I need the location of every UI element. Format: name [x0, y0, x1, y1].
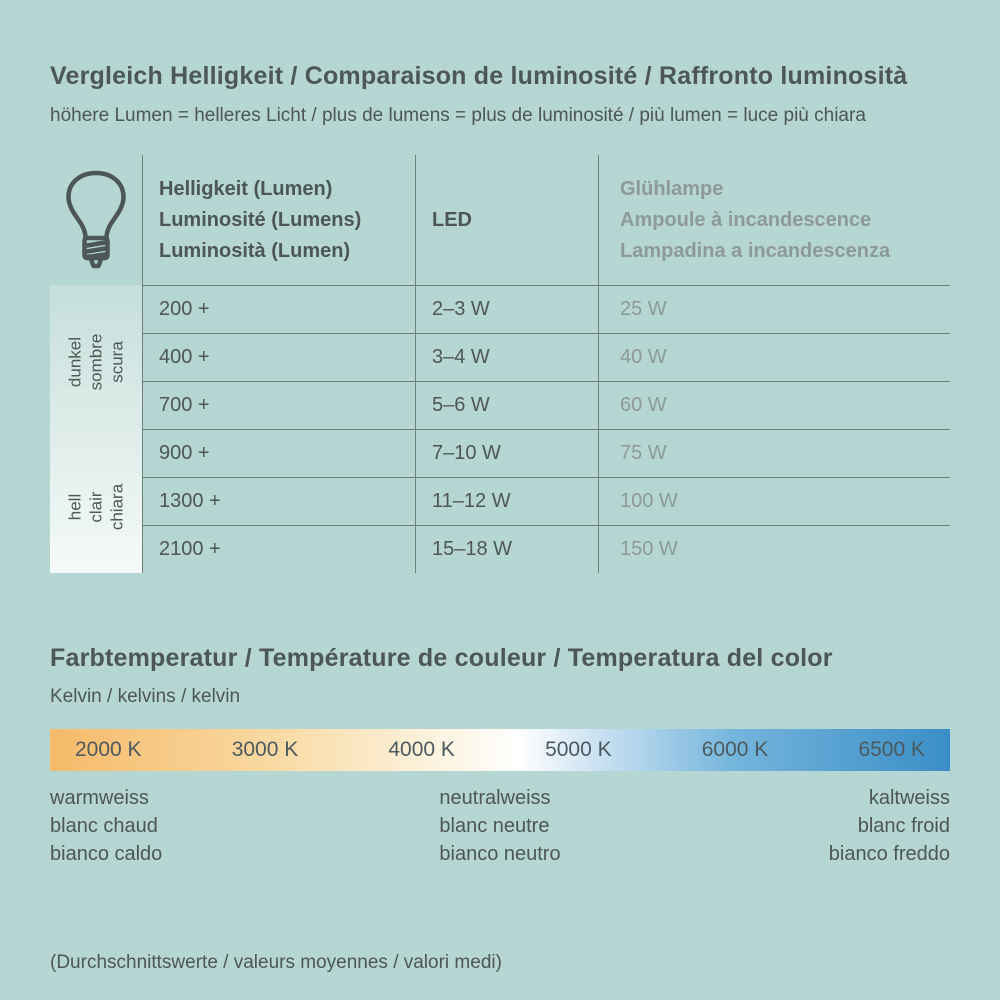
cold-de: kaltweiss [868, 787, 950, 809]
kelvin-tick: 6000 K [701, 738, 769, 761]
table-cell-lumen: 700 + [142, 381, 415, 429]
warm-de: warmweiss [50, 787, 149, 809]
scale-label-bright: hell clair chiara [65, 427, 128, 587]
header-incandescent-line-de: Glühlampe [620, 177, 724, 200]
scale-dark-de: dunkel [65, 336, 85, 388]
header-lumen-line-it: Luminosità (Lumen) [159, 239, 351, 262]
brightness-scale-strip: dunkel sombre scura hell clair chiara [50, 285, 142, 573]
temperature-section-subtitle: Kelvin / kelvins / kelvin [50, 686, 241, 707]
table-cell-led: 5–6 W [415, 381, 598, 429]
table-cell-incandescent: 40 W [598, 333, 950, 381]
neutral-it: bianco neutro [439, 843, 561, 865]
kelvin-gradient-bar: 2000 K 3000 K 4000 K 5000 K 6000 K 6500 … [50, 729, 950, 771]
averages-footnote: (Durchschnittswerte / valeurs moyennes /… [50, 952, 502, 973]
neutral-fr: blanc neutre [439, 815, 550, 837]
table-cell-lumen: 900 + [142, 429, 415, 477]
table-cell-lumen: 1300 + [142, 477, 415, 525]
kelvin-tick: 3000 K [231, 738, 299, 761]
column-header-incandescent: Glühlampe Ampoule à incandescence Lampad… [598, 155, 950, 285]
table-cell-incandescent: 25 W [598, 285, 950, 333]
bulb-icon-cell [50, 155, 142, 285]
warm-fr: blanc chaud [50, 815, 158, 837]
kelvin-tick: 5000 K [545, 738, 612, 761]
brightness-section-subtitle: höhere Lumen = helleres Licht / plus de … [50, 105, 866, 126]
table-cell-incandescent: 60 W [598, 381, 950, 429]
cold-white-label: kaltweiss blanc froid bianco freddo [561, 784, 950, 868]
header-lumen-line-de: Helligkeit (Lumen) [159, 177, 333, 200]
cold-fr: blanc froid [857, 815, 950, 837]
scale-bright-de: hell [65, 493, 85, 521]
header-incandescent-line-it: Lampadina a incandescenza [620, 239, 891, 262]
kelvin-tick: 2000 K [75, 738, 142, 761]
scale-bright-it: chiara [107, 483, 127, 531]
neutral-white-label: neutralweiss blanc neutre bianco neutro [439, 784, 560, 868]
header-incandescent-line-fr: Ampoule à incandescence [620, 208, 872, 231]
cold-it: bianco freddo [828, 843, 950, 865]
table-cell-incandescent: 150 W [598, 525, 950, 573]
table-cell-led: 15–18 W [415, 525, 598, 573]
scale-dark-fr: sombre [86, 333, 106, 391]
table-cell-led: 11–12 W [415, 477, 598, 525]
scale-bright-fr: clair [86, 491, 106, 523]
temperature-labels-row: warmweiss blanc chaud bianco caldo neutr… [50, 784, 950, 868]
table-cell-incandescent: 75 W [598, 429, 950, 477]
warm-white-label: warmweiss blanc chaud bianco caldo [50, 784, 439, 868]
light-bulb-icon [66, 170, 126, 269]
table-cell-lumen: 200 + [142, 285, 415, 333]
table-cell-led: 7–10 W [415, 429, 598, 477]
scale-dark-it: scura [107, 341, 127, 383]
kelvin-tick: 6500 K [858, 738, 925, 761]
table-cell-led: 2–3 W [415, 285, 598, 333]
header-lumen-line-fr: Luminosité (Lumens) [159, 208, 362, 231]
header-led-label: LED [432, 208, 472, 231]
brightness-section-title: Vergleich Helligkeit / Comparaison de lu… [50, 62, 908, 90]
lumen-comparison-table: Helligkeit (Lumen) Luminosité (Lumens) L… [50, 155, 950, 573]
temperature-section-title: Farbtemperatur / Température de couleur … [50, 644, 833, 672]
column-header-lumen: Helligkeit (Lumen) Luminosité (Lumens) L… [142, 155, 415, 285]
kelvin-tick: 4000 K [388, 738, 455, 761]
table-cell-lumen: 400 + [142, 333, 415, 381]
column-header-led: LED [415, 155, 598, 285]
table-cell-lumen: 2100 + [142, 525, 415, 573]
table-cell-incandescent: 100 W [598, 477, 950, 525]
table-cell-led: 3–4 W [415, 333, 598, 381]
warm-it: bianco caldo [50, 843, 163, 865]
scale-label-dark: dunkel sombre scura [65, 282, 128, 442]
neutral-de: neutralweiss [439, 787, 551, 809]
